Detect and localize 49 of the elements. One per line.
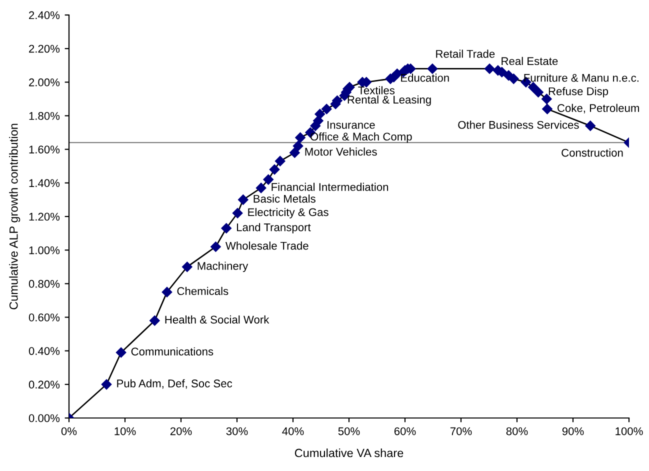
y-tick-label: 1.80%: [29, 112, 60, 120]
x-tick-label: 0%: [61, 427, 77, 436]
annotation: Chemicals: [177, 286, 228, 296]
annotation: Wholesale Trade: [225, 242, 308, 250]
y-tick-label: 0.60%: [28, 314, 60, 322]
annotation: Motor Vehicles: [305, 148, 377, 156]
y-tick-label: 2.40%: [29, 11, 60, 20]
annotation: Machinery: [198, 262, 248, 272]
y-tick-label: 0.80%: [28, 280, 60, 288]
y-tick-label: 2.00%: [29, 78, 60, 86]
annotation: Education: [401, 74, 449, 82]
annotation: Communications: [131, 347, 214, 356]
annotation: Refuse Disp: [548, 87, 608, 98]
x-axis-title: Cumulative VA share: [294, 448, 404, 458]
x-tick-label: 50%: [338, 427, 360, 436]
y-tick-label: 1.20%: [29, 212, 60, 221]
annotation: Other Business Services: [458, 120, 579, 129]
x-tick-label: 40%: [282, 427, 304, 436]
annotation: Insurance: [328, 121, 375, 129]
annotation: Retail Trade: [436, 50, 495, 58]
x-tick-label: 30%: [226, 427, 248, 436]
annotation: Land Transport: [236, 223, 311, 234]
y-tick-label: 1.40%: [29, 179, 60, 188]
y-tick-label: 1.00%: [29, 246, 60, 254]
annotation: Real Estate: [502, 56, 558, 66]
x-tick-label: 100%: [616, 427, 643, 436]
annotation: Construction: [562, 148, 623, 157]
y-tick-label: 2.20%: [29, 44, 60, 53]
annotation: Furniture & Manu n.e.c.: [524, 74, 638, 82]
x-tick-label: 10%: [114, 427, 136, 436]
annotation: Office & Mach Comp: [310, 132, 412, 143]
y-tick-label: 0.00%: [28, 414, 60, 422]
x-tick-label: 90%: [562, 427, 584, 436]
y-tick-label: 0.20%: [28, 380, 60, 389]
annotation: Basic Metals: [254, 194, 316, 203]
annotation: Pub Adm, Def, Soc Sec: [117, 379, 232, 389]
annotation: Rental & Leasing: [348, 95, 431, 106]
y-tick-label: 0.40%: [28, 347, 60, 355]
annotation: Textiles: [358, 86, 395, 94]
x-tick-label: 20%: [170, 427, 192, 436]
x-tick-label: 60%: [394, 427, 416, 436]
annotation: Health & Social Work: [165, 315, 270, 324]
x-tick-label: 80%: [506, 427, 528, 436]
x-tick-label: 70%: [450, 427, 472, 436]
y-tick-label: 1.60%: [29, 146, 60, 154]
annotation: Coke, Petroleum: [558, 104, 639, 114]
y-axis-title: Cumulative ALP growth contribution: [9, 124, 20, 310]
annotation: Financial Intermediation: [272, 182, 388, 191]
annotation: Electricity & Gas: [248, 208, 328, 218]
